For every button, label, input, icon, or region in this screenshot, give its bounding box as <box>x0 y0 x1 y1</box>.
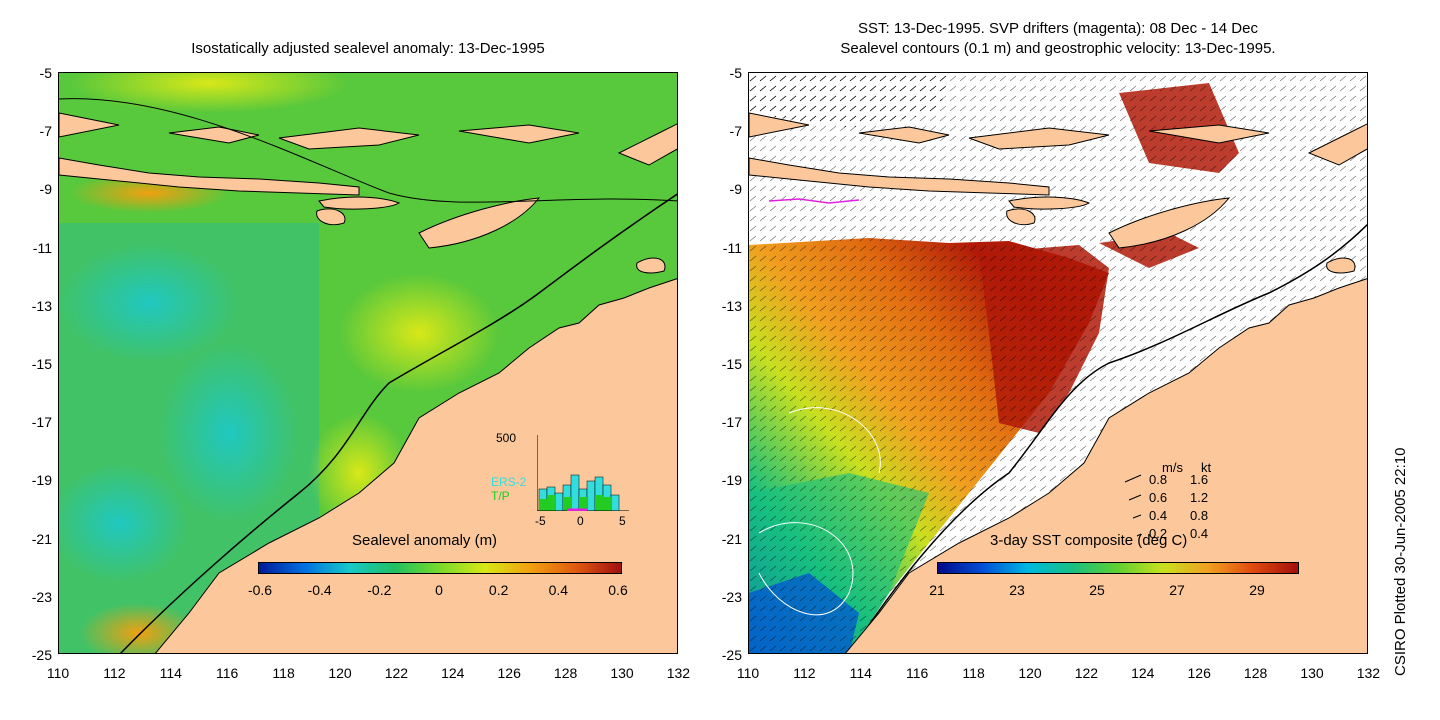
x-tick-label: 118 <box>272 665 295 681</box>
y-tick-label: -5 <box>39 65 52 81</box>
histogram-xtick-5: 5 <box>619 514 626 528</box>
x-tick-label: 110 <box>736 665 760 681</box>
x-tick-label: 122 <box>384 665 409 681</box>
colorbar-tick-label: 0.4 <box>548 582 569 598</box>
right-panel-title-line1: SST: 13-Dec-1995. SVP drifters (magenta)… <box>858 20 1258 37</box>
x-tick-label: 124 <box>1131 665 1155 681</box>
colorbar-tick-label: 0.2 <box>488 582 509 598</box>
velocity-legend-kt: 0.8 <box>1190 508 1209 523</box>
histogram-xtick-0: 0 <box>577 514 584 528</box>
sst-velocity-map: m/s kt 0.8 1.6 0.6 1.2 0.4 0.8 0.2 0.4 <box>748 72 1368 654</box>
velocity-legend-ms: 0.4 <box>1149 508 1168 523</box>
left-panel-title: Isostatically adjusted sealevel anomaly:… <box>191 40 545 57</box>
left-colorbar-label: Sealevel anomaly (m) <box>352 532 498 549</box>
x-tick-label: 118 <box>962 665 985 681</box>
y-tick-label: -21 <box>721 530 742 547</box>
y-tick-label: -9 <box>729 181 742 198</box>
x-tick-label: 132 <box>1356 665 1381 681</box>
histogram-series-tp: T/P <box>491 489 510 503</box>
altimeter-histogram <box>537 435 629 511</box>
velocity-legend-header-ms: m/s <box>1162 460 1183 475</box>
x-tick-label: 116 <box>216 665 239 681</box>
y-tick-label: -13 <box>721 297 742 314</box>
y-tick-label: -19 <box>721 472 742 489</box>
y-tick-label: -25 <box>31 647 52 663</box>
x-tick-label: 120 <box>328 665 352 681</box>
colorbar-tick-label: 21 <box>929 582 945 598</box>
x-tick-label: 126 <box>1187 665 1211 681</box>
x-tick-label: 130 <box>1300 665 1324 681</box>
x-tick-label: 120 <box>1018 665 1042 681</box>
right-panel-title-line2: Sealevel contours (0.1 m) and geostrophi… <box>840 40 1276 57</box>
x-tick-label: 132 <box>666 665 691 681</box>
y-tick-label: -7 <box>729 123 742 140</box>
x-tick-label: 116 <box>906 665 929 681</box>
sealevel-colorbar <box>258 562 622 574</box>
x-tick-label: 128 <box>553 665 578 681</box>
sealevel-anomaly-field <box>59 73 677 653</box>
velocity-legend-header-kt: kt <box>1201 460 1212 475</box>
velocity-legend-ms: 0.6 <box>1149 490 1168 505</box>
sst-field <box>749 73 1367 653</box>
y-tick-label: -9 <box>39 181 52 198</box>
y-tick-label: -5 <box>729 65 742 81</box>
velocity-legend-kt: 1.6 <box>1190 472 1209 487</box>
velocity-legend-ms: 0.8 <box>1149 472 1168 487</box>
colorbar-tick-label: -0.6 <box>247 582 273 598</box>
y-tick-label: -13 <box>31 297 52 314</box>
sst-colorbar <box>937 562 1299 574</box>
x-tick-label: 122 <box>1074 665 1099 681</box>
x-tick-label: 126 <box>497 665 521 681</box>
plot-credit: CSIRO Plotted 30-Jun-2005 22:10 <box>1392 447 1409 676</box>
y-tick-label: -15 <box>31 356 52 372</box>
x-tick-label: 114 <box>159 665 182 681</box>
y-tick-label: -7 <box>39 123 52 140</box>
x-tick-label: 124 <box>441 665 465 681</box>
x-tick-label: 112 <box>103 665 126 681</box>
velocity-legend-ms: 0.2 <box>1149 526 1168 541</box>
x-tick-label: 112 <box>793 665 816 681</box>
histogram-series-ers2: ERS-2 <box>491 475 527 489</box>
colorbar-tick-label: 25 <box>1089 582 1105 598</box>
y-tick-label: -23 <box>31 588 52 605</box>
sealevel-anomaly-map: 500 ERS-2 T/P -5 0 5 <box>58 72 678 654</box>
y-tick-label: -23 <box>721 588 742 605</box>
x-tick-label: 130 <box>610 665 634 681</box>
y-tick-label: -19 <box>31 472 52 489</box>
x-tick-label: 110 <box>46 665 70 681</box>
x-tick-label: 128 <box>1243 665 1268 681</box>
histogram-xtick-neg5: -5 <box>535 514 546 528</box>
colorbar-tick-label: 27 <box>1169 582 1185 598</box>
x-tick-label: 114 <box>849 665 872 681</box>
y-tick-label: -21 <box>31 530 52 547</box>
colorbar-tick-label: -0.4 <box>307 582 332 598</box>
right-colorbar-label: 3-day SST composite (deg C) <box>990 532 1188 549</box>
colorbar-tick-label: 23 <box>1009 582 1025 598</box>
y-tick-label: -15 <box>721 356 742 372</box>
y-tick-label: -17 <box>31 414 52 431</box>
velocity-legend-kt: 0.4 <box>1190 526 1209 541</box>
colorbar-tick-label: 29 <box>1249 582 1265 598</box>
y-tick-label: -25 <box>721 647 742 663</box>
colorbar-tick-label: 0.6 <box>608 582 628 598</box>
velocity-legend-kt: 1.2 <box>1190 490 1209 505</box>
colorbar-tick-label: -0.2 <box>367 582 392 598</box>
y-tick-label: -17 <box>721 414 742 431</box>
y-tick-label: -11 <box>722 239 742 256</box>
histogram-ymax-label: 500 <box>496 431 517 445</box>
y-tick-label: -11 <box>32 239 52 256</box>
colorbar-tick-label: 0 <box>435 582 443 598</box>
